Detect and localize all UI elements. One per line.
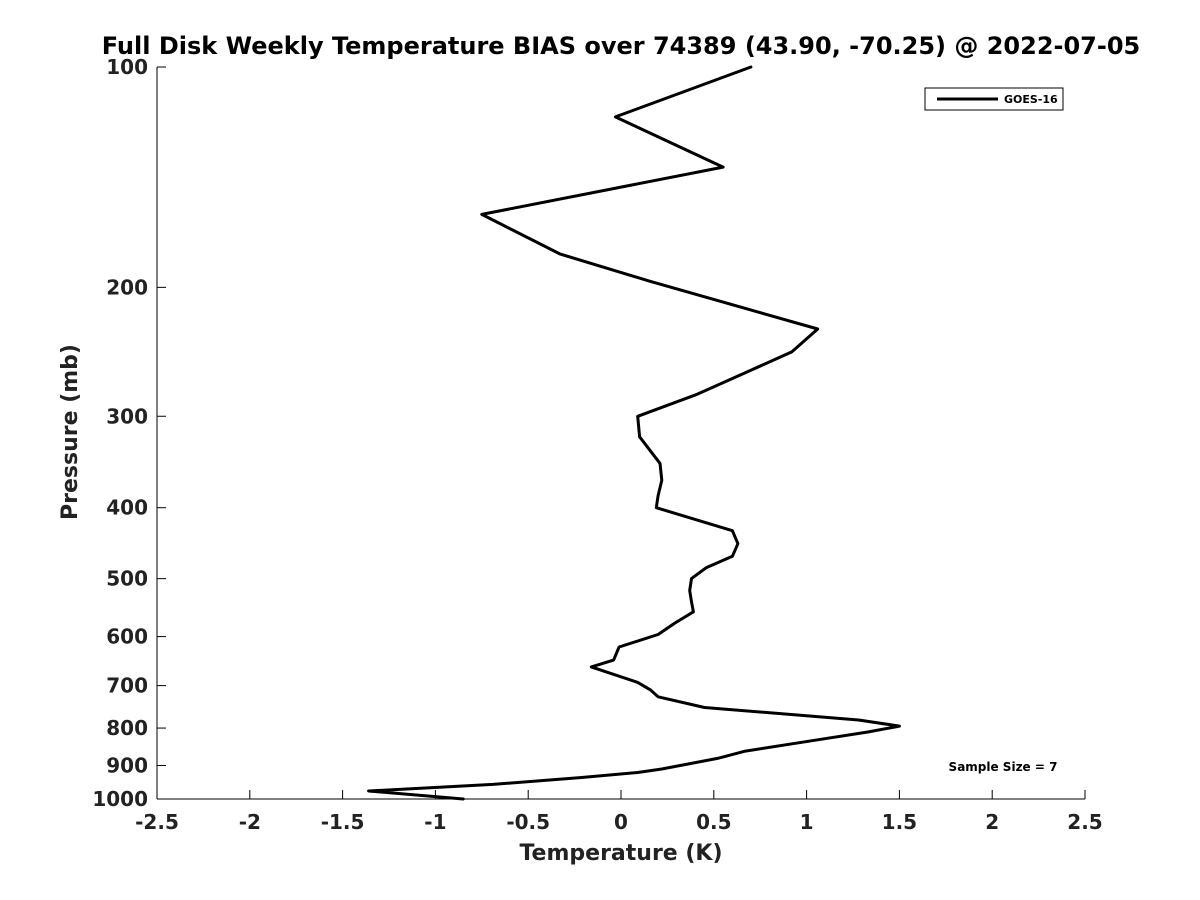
y-axis-ticks: 100 200 300 400 500 600 700 800 900 1000 bbox=[92, 55, 166, 811]
x-tick-label: 0 bbox=[614, 810, 628, 834]
y-tick-label: 200 bbox=[106, 275, 148, 299]
x-tick-label: 0.5 bbox=[696, 810, 731, 834]
x-tick-label: 2 bbox=[985, 810, 999, 834]
y-tick-label: 400 bbox=[106, 496, 148, 520]
y-tick-label: 500 bbox=[106, 567, 148, 591]
x-tick-label: -2.5 bbox=[135, 810, 179, 834]
x-axis-label: Temperature (K) bbox=[519, 841, 722, 866]
axes bbox=[156, 67, 1085, 800]
y-tick-label: 600 bbox=[106, 625, 148, 649]
series-lines bbox=[367, 65, 901, 801]
x-tick-label: 1 bbox=[800, 810, 814, 834]
chart-title: Full Disk Weekly Temperature BIAS over 7… bbox=[102, 32, 1141, 60]
sample-size-annotation: Sample Size = 7 bbox=[949, 760, 1058, 774]
x-axis-ticks: -2.5 -2 -1.5 -1 -0.5 0 0.5 1 1.5 2 2.5 bbox=[135, 790, 1103, 834]
y-tick-label: 900 bbox=[106, 754, 148, 778]
x-tick-label: -1.5 bbox=[321, 810, 365, 834]
y-axis-label: Pressure (mb) bbox=[58, 344, 83, 520]
x-tick-label: -1 bbox=[424, 810, 446, 834]
y-tick-label: 800 bbox=[106, 716, 148, 740]
x-tick-label: 2.5 bbox=[1067, 810, 1102, 834]
y-tick-label: 300 bbox=[106, 404, 148, 428]
legend-label: GOES-16 bbox=[1004, 93, 1058, 106]
x-tick-label: -2 bbox=[239, 810, 261, 834]
series-line-goes-16 bbox=[367, 65, 901, 801]
y-tick-label: 1000 bbox=[92, 787, 148, 811]
legend: GOES-16 bbox=[924, 87, 1064, 111]
y-tick-label: 100 bbox=[106, 55, 148, 79]
y-tick-label: 700 bbox=[106, 674, 148, 698]
x-tick-label: 1.5 bbox=[882, 810, 917, 834]
x-tick-label: -0.5 bbox=[506, 810, 550, 834]
